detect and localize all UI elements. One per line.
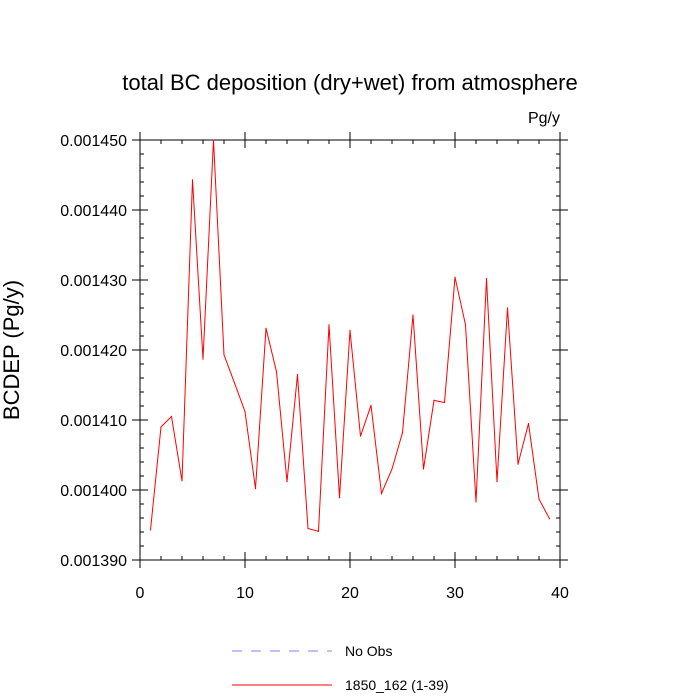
data-point <box>391 468 393 470</box>
data-point <box>223 354 225 356</box>
y-tick-label: 0.001390 <box>60 553 127 570</box>
data-point <box>349 329 351 331</box>
data-point <box>548 518 551 520</box>
data-point <box>433 399 435 401</box>
data-point <box>422 468 425 470</box>
data-point <box>401 432 404 434</box>
data-point <box>212 139 215 141</box>
x-tick-label: 10 <box>236 585 254 602</box>
data-point <box>317 530 320 532</box>
data-point <box>181 480 183 482</box>
data-point <box>380 492 383 495</box>
legend-label-1850-162: 1850_162 (1-39) <box>345 677 449 693</box>
data-point <box>328 324 330 326</box>
units-label: Pg/y <box>528 110 560 127</box>
series-layer <box>149 139 551 532</box>
x-tick-label: 30 <box>446 585 464 602</box>
data-point <box>254 488 257 490</box>
data-point <box>170 415 173 418</box>
data-point <box>265 327 267 329</box>
data-point <box>527 422 530 425</box>
x-tick-label: 0 <box>136 585 145 602</box>
data-point <box>338 497 341 499</box>
data-point <box>296 373 299 376</box>
y-tick-label: 0.001410 <box>60 413 127 430</box>
data-point <box>370 404 372 406</box>
chart-title: total BC deposition (dry+wet) from atmos… <box>122 70 577 95</box>
data-point <box>538 498 540 500</box>
data-point <box>506 307 509 309</box>
data-point <box>454 276 456 278</box>
data-point <box>496 481 498 483</box>
data-point <box>359 435 362 437</box>
data-point <box>412 314 414 316</box>
y-tick-label: 0.001430 <box>60 273 127 290</box>
data-point <box>149 529 152 531</box>
data-point <box>286 481 288 483</box>
x-tick-label: 40 <box>551 585 569 602</box>
x-tick-label: 20 <box>341 585 359 602</box>
legend-label-no-obs: No Obs <box>345 643 392 659</box>
data-point <box>475 501 477 503</box>
y-tick-label: 0.001400 <box>60 483 127 500</box>
data-point <box>191 179 194 181</box>
data-point <box>202 358 204 360</box>
y-axis-label: BCDEP (Pg/y) <box>0 280 24 420</box>
data-point <box>233 382 236 384</box>
data-point <box>244 411 246 413</box>
legend: No Obs 1850_162 (1-39) <box>232 643 449 693</box>
y-tick-label: 0.001420 <box>60 343 127 360</box>
major-ticks <box>132 132 568 568</box>
data-point <box>485 278 488 280</box>
data-point <box>464 324 467 326</box>
y-tick-labels: 0.001390 0.001400 0.001410 0.001420 0.001430… <box>60 133 127 570</box>
series-line-1850-162-1-39- <box>150 139 550 532</box>
data-point <box>160 426 162 428</box>
y-tick-label: 0.001450 <box>60 133 127 150</box>
data-point <box>307 527 309 530</box>
data-point <box>443 401 446 404</box>
data-point <box>517 463 519 465</box>
x-tick-labels: 0 10 20 30 40 <box>136 585 569 602</box>
y-tick-label: 0.001440 <box>60 203 127 220</box>
data-point <box>275 371 278 373</box>
